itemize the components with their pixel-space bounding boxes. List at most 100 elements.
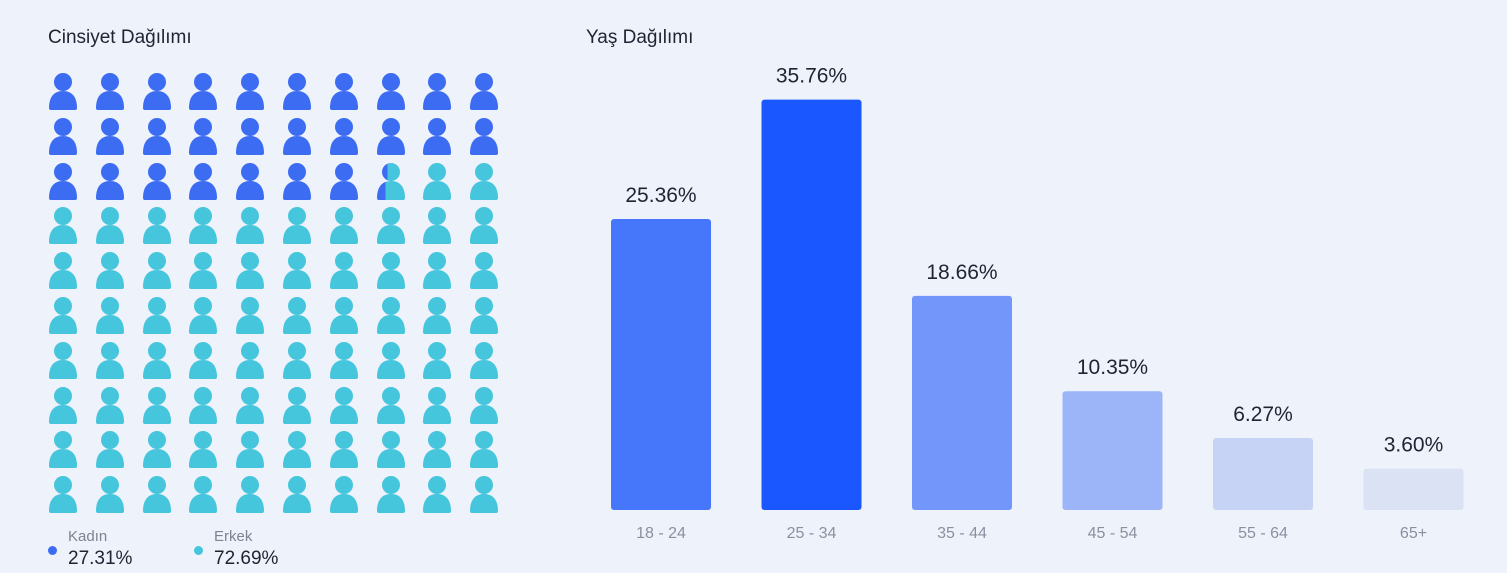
person-icon <box>423 73 452 110</box>
person-icon <box>49 252 77 290</box>
bar-value-label: 3.60% <box>1384 434 1444 457</box>
person-icon <box>376 297 405 334</box>
person-icon <box>283 297 311 334</box>
legend-label-erkek: Erkek <box>214 528 253 545</box>
x-tick-label: 65+ <box>1400 525 1427 542</box>
person-icon <box>142 386 171 424</box>
person-icon <box>423 341 452 379</box>
bar-25-34[interactable] <box>761 99 862 511</box>
person-icon <box>376 431 405 469</box>
person-icon <box>283 431 311 469</box>
person-icon <box>329 117 358 155</box>
person-icon <box>142 297 171 334</box>
person-icon <box>470 386 499 424</box>
person-icon <box>376 476 405 514</box>
person-icon <box>329 207 358 245</box>
person-icon <box>329 476 358 514</box>
person-icon <box>142 341 171 379</box>
person-icon <box>189 207 218 245</box>
person-icon <box>49 207 77 245</box>
person-icon <box>236 162 265 200</box>
bar-45-54[interactable] <box>1062 391 1163 510</box>
person-icon <box>423 297 452 334</box>
bar-65[interactable] <box>1363 468 1464 510</box>
person-icon <box>95 386 124 424</box>
person-icon <box>283 207 311 245</box>
person-icon <box>376 252 405 290</box>
person-icon <box>142 73 171 110</box>
person-icon <box>189 386 218 424</box>
person-icon <box>236 341 265 379</box>
person-icon <box>376 386 405 424</box>
person-icon <box>95 73 124 110</box>
person-icon <box>49 73 77 110</box>
bar-value-label: 10.35% <box>1077 356 1148 379</box>
person-icon <box>142 431 171 469</box>
person-icon <box>189 117 218 155</box>
bar-18-24[interactable] <box>611 218 711 510</box>
x-tick-label: 35 - 44 <box>937 525 987 542</box>
person-icon <box>329 341 358 379</box>
person-icon <box>423 162 452 200</box>
person-icon <box>376 341 405 379</box>
legend-dot-kadin <box>48 546 57 555</box>
person-icon <box>329 252 358 290</box>
x-tick-label: 25 - 34 <box>787 525 837 542</box>
person-icon <box>236 252 265 290</box>
age-chart-title: Yaş Dağılımı <box>586 27 694 48</box>
person-icon <box>423 207 452 245</box>
person-icon <box>189 252 218 290</box>
person-icon <box>95 117 124 155</box>
bar-value-label: 18.66% <box>926 261 997 284</box>
person-icon <box>329 297 358 334</box>
person-icon <box>189 162 218 200</box>
person-icon <box>329 431 358 469</box>
person-icon <box>329 73 358 110</box>
person-icon <box>283 162 311 200</box>
person-icon <box>236 207 265 245</box>
person-icon <box>189 341 218 379</box>
legend-label-kadin: Kadın <box>68 528 108 545</box>
legend-dot-erkek <box>194 546 203 555</box>
person-icon <box>95 207 124 245</box>
person-icon <box>95 476 124 514</box>
person-icon <box>236 476 265 514</box>
person-icon <box>470 431 499 469</box>
person-icon <box>470 207 499 245</box>
bar-value-label: 35.76% <box>776 65 847 88</box>
person-icon <box>49 386 77 424</box>
person-icon <box>329 162 358 200</box>
person-icon <box>142 252 171 290</box>
person-icon <box>283 341 311 379</box>
bar-value-label: 25.36% <box>625 184 696 207</box>
person-icon <box>189 73 218 110</box>
person-icon <box>470 73 499 110</box>
person-icon <box>95 341 124 379</box>
legend-value-erkek: 72.69% <box>214 548 279 569</box>
person-icon <box>376 162 405 200</box>
person-icon <box>142 117 171 155</box>
bar-55-64[interactable] <box>1213 438 1313 510</box>
person-icon <box>470 297 499 334</box>
person-icon <box>236 117 265 155</box>
person-icon <box>329 386 358 424</box>
person-icon <box>376 117 405 155</box>
bar-value-label: 6.27% <box>1233 403 1293 426</box>
person-icon <box>142 162 171 200</box>
person-icon <box>470 252 499 290</box>
person-icon <box>423 117 452 155</box>
person-icon <box>283 73 311 110</box>
person-icon <box>142 476 171 514</box>
person-icon <box>423 386 452 424</box>
person-icon <box>283 252 311 290</box>
person-icon <box>189 431 218 469</box>
x-tick-label: 45 - 54 <box>1088 525 1138 542</box>
person-icon <box>49 297 77 334</box>
bar-35-44[interactable] <box>912 295 1012 510</box>
person-icon <box>95 162 124 200</box>
person-icon <box>470 476 499 514</box>
person-icon <box>423 431 452 469</box>
person-icon <box>189 297 218 334</box>
person-icon <box>423 476 452 514</box>
